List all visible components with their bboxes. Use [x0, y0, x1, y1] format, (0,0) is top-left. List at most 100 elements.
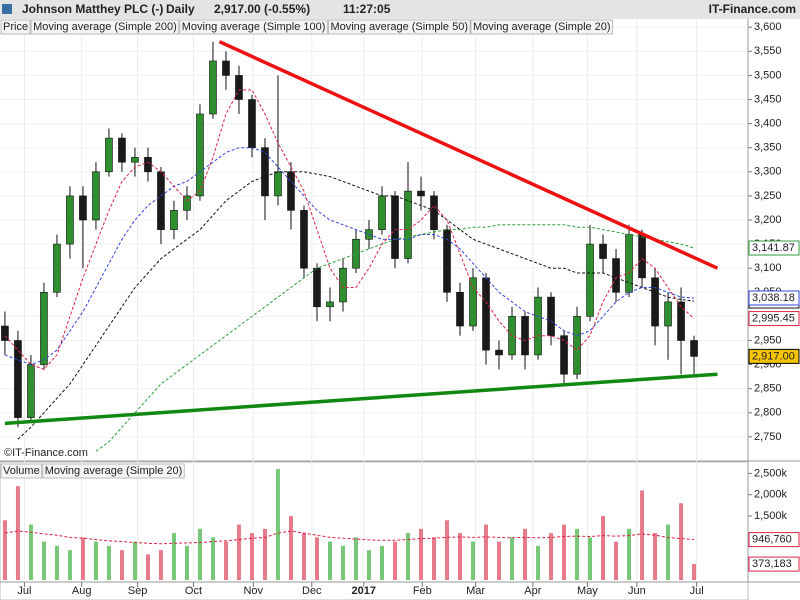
volume-bar [484, 524, 489, 580]
volume-bar [549, 533, 554, 580]
y-tick-label: 3,200 [754, 214, 782, 226]
plot: Jul Aug Sep Oct Nov Dec 2017 Feb Mar Apr May Jun Jul… [0, 19, 800, 597]
y-tick-label: 2,750 [754, 431, 782, 443]
volume-bar [614, 541, 619, 580]
volume-bar [497, 541, 502, 580]
value-badge [748, 240, 800, 256]
legend-label: Moving average (Simple 200) [33, 21, 177, 33]
x-tick-label: Apr [524, 585, 541, 597]
header: Johnson Matthey PLC (-) Daily 2,917.00 (… [2, 2, 796, 16]
x-tick-label: Jun [628, 585, 646, 597]
legend-box [42, 463, 185, 479]
y-tick-label: 2,950 [754, 334, 782, 346]
value-badge-label: 2,917.00 [752, 350, 795, 362]
candle-body [196, 113, 204, 197]
candle-body [313, 267, 321, 308]
candle-body [690, 340, 698, 357]
value-badge [748, 311, 800, 327]
legend-label: Volume [3, 465, 40, 477]
candle-body [560, 335, 568, 375]
y-tick-label: 3,350 [754, 142, 782, 154]
volume-ma-line [4, 530, 695, 545]
candle-body [547, 296, 555, 336]
candle-body [339, 267, 347, 303]
volume-bar [379, 545, 384, 580]
volume-bar [210, 537, 215, 580]
legend-box [327, 19, 471, 35]
y-tick-label: 1,500k [754, 510, 788, 522]
volume-bar [432, 537, 437, 580]
value-badge-label: 2,995.45 [752, 312, 795, 324]
volume-bar [679, 503, 684, 580]
volume-bar [692, 564, 697, 580]
volume-bar [93, 541, 98, 580]
legend-label: Price [3, 21, 28, 33]
volume-bar [406, 533, 410, 580]
y-tick-label: 3,450 [754, 93, 782, 105]
legend-box [30, 19, 180, 35]
volume-bar [523, 528, 528, 580]
price-text: 2,917.00 (-0.55%) [214, 2, 310, 16]
value-badge-label: 3,038.18 [752, 292, 795, 304]
candle-body [222, 60, 230, 76]
candle-body [92, 171, 100, 221]
legend-label: Moving average (Simple 50) [330, 21, 468, 33]
candle-body [131, 157, 139, 163]
candle-body [105, 137, 113, 173]
x-tick-label: May [577, 585, 598, 597]
legend-label: Moving average (Simple 20) [473, 21, 611, 33]
candle-body [664, 301, 672, 327]
volume-bar [588, 537, 593, 580]
volume-bar [249, 533, 254, 580]
volume-bar [171, 533, 176, 580]
x-tick-label: Sep [128, 585, 148, 597]
candle-body [170, 210, 178, 230]
candle-body [638, 234, 646, 279]
volume-bar [340, 545, 345, 580]
candle-body [53, 243, 61, 293]
volume-bar [458, 533, 463, 580]
candle-body [235, 75, 243, 100]
value-badge [748, 348, 800, 364]
icon [2, 4, 12, 14]
volume-bar [236, 524, 241, 580]
legend-label: Moving average (Simple 100) [182, 21, 326, 33]
x-tick-label: Feb [413, 585, 432, 597]
volume-bar [119, 550, 124, 580]
candle-body [300, 210, 308, 269]
candle-body [27, 364, 35, 418]
x-tick-label: Dec [302, 585, 322, 597]
volume-bar [132, 541, 137, 580]
y-tick-label: 3,400 [754, 118, 782, 130]
candle-body [261, 147, 269, 197]
candle-body [352, 238, 360, 269]
candle-body [326, 301, 334, 308]
value-badge-label: 373,183 [752, 558, 792, 570]
candle-body [157, 171, 165, 230]
volume-bar [288, 516, 293, 580]
candle-body [144, 157, 152, 173]
candle-body [404, 190, 412, 259]
legend-box [179, 19, 328, 35]
volume-bar [562, 524, 567, 580]
volume-bar [67, 550, 72, 580]
volume-bar [536, 545, 541, 580]
volume-bar [184, 545, 189, 580]
volume-bar [627, 528, 632, 580]
volume-bar [666, 524, 671, 580]
volume-bar [314, 537, 319, 580]
moving-average-line [4, 147, 695, 366]
x-tick-label: Jul [690, 585, 704, 597]
x-tick-label: Jul [17, 585, 31, 597]
volume-bar [575, 528, 580, 580]
time: 11:27:05 [343, 2, 391, 16]
volume-bar [80, 537, 85, 580]
volume-bar [366, 550, 371, 580]
y-tick-label: 2,800 [754, 407, 782, 419]
value-badge [748, 290, 800, 306]
volume-bar [54, 545, 59, 580]
candle-body [391, 195, 399, 259]
candle-body [378, 195, 386, 230]
candle-body [274, 171, 282, 197]
x-tick-label: Oct [185, 585, 202, 597]
